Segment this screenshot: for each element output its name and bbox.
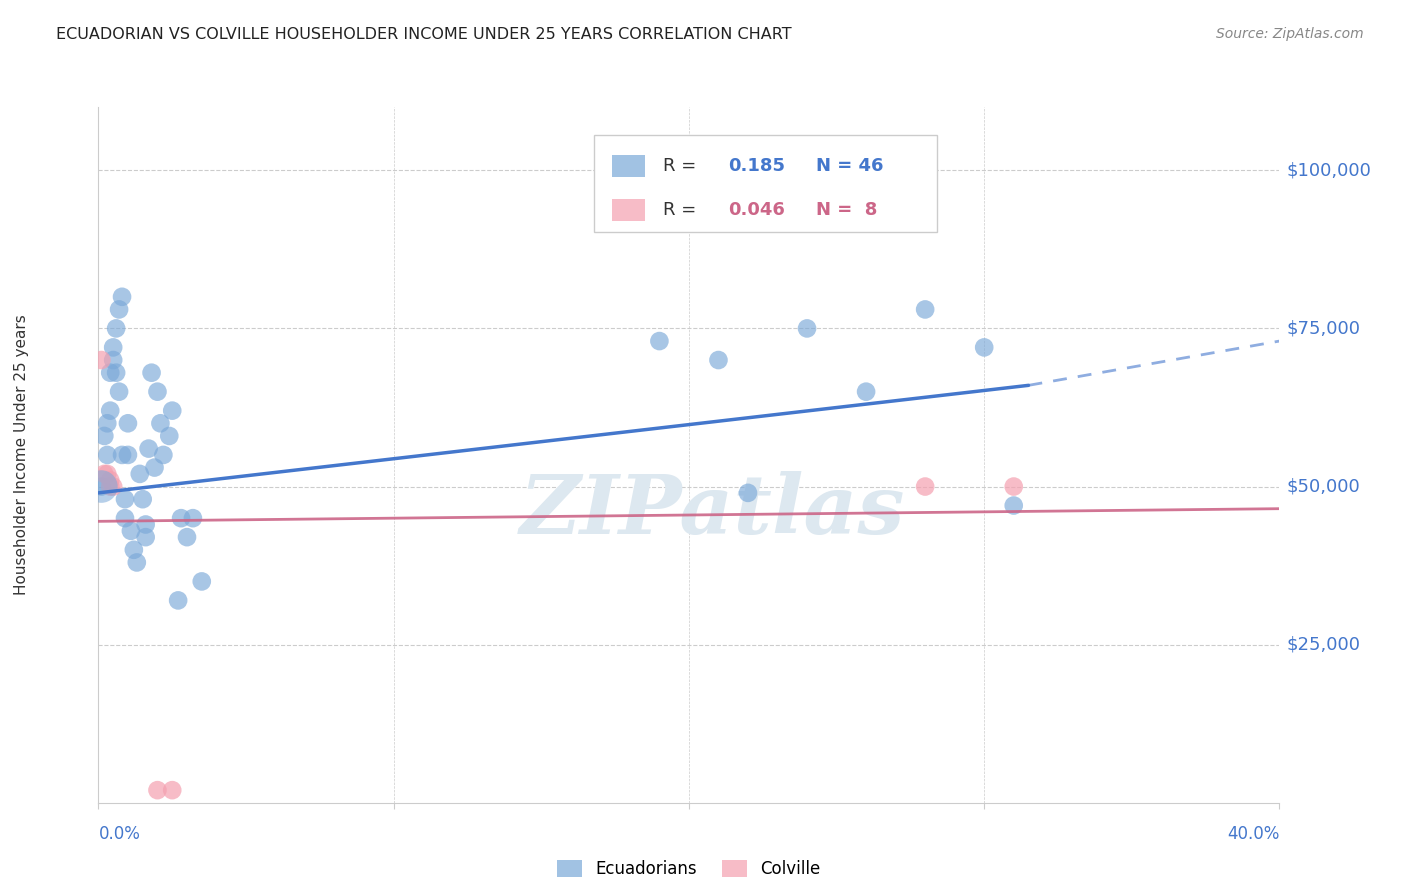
Point (108, 384, 131, 399)
Point (191, 574, 214, 589)
Point (96, 467, 118, 481)
Point (737, 486, 759, 500)
Text: ECUADORIAN VS COLVILLE HOUSEHOLDER INCOME UNDER 25 YEARS CORRELATION CHART: ECUADORIAN VS COLVILLE HOUSEHOLDER INCOM… (56, 27, 792, 42)
Bar (612, 155, 645, 177)
Point (117, 417, 139, 431)
Point (122, 542, 145, 557)
Point (103, 353, 125, 368)
Text: $25,000: $25,000 (1286, 636, 1361, 654)
Point (98, 403, 121, 417)
Point (90, 479, 112, 493)
Point (98, 366, 121, 380)
Text: 40.0%: 40.0% (1227, 825, 1279, 843)
Point (98, 473, 121, 487)
Point (114, 492, 136, 507)
Point (93, 467, 115, 481)
Text: N = 46: N = 46 (817, 157, 884, 175)
Text: R =: R = (664, 157, 702, 175)
Point (707, 353, 730, 368)
Point (181, 511, 204, 525)
Bar (595, 135, 936, 232)
Text: $50,000: $50,000 (1286, 477, 1360, 496)
Point (128, 467, 150, 481)
Point (176, 530, 198, 544)
Text: ZIPatlas: ZIPatlas (520, 471, 905, 550)
Point (135, 517, 157, 532)
Point (93, 429, 115, 443)
Text: 0.0%: 0.0% (98, 825, 141, 843)
Text: $100,000: $100,000 (1286, 161, 1371, 179)
Point (105, 366, 128, 380)
Point (914, 302, 936, 317)
Point (125, 556, 148, 570)
Point (1002, 479, 1025, 493)
Point (149, 417, 172, 431)
Point (108, 302, 131, 317)
Point (114, 511, 136, 525)
Point (170, 511, 193, 525)
Point (855, 384, 877, 399)
Point (162, 783, 183, 797)
Point (135, 530, 157, 544)
Point (796, 321, 818, 335)
Point (141, 366, 163, 380)
Text: Source: ZipAtlas.com: Source: ZipAtlas.com (1216, 27, 1364, 41)
Text: 0.046: 0.046 (728, 201, 785, 219)
Point (132, 492, 155, 507)
Point (973, 340, 995, 354)
Text: N =  8: N = 8 (817, 201, 877, 219)
Point (146, 783, 169, 797)
Bar (612, 199, 645, 220)
Point (117, 448, 139, 462)
Point (1002, 499, 1025, 513)
Point (111, 290, 134, 304)
Point (146, 384, 169, 399)
Point (167, 593, 190, 607)
Point (120, 524, 142, 538)
Point (103, 479, 125, 493)
Point (138, 442, 160, 456)
Point (152, 448, 174, 462)
Text: 0.185: 0.185 (728, 157, 785, 175)
Point (162, 403, 183, 417)
Point (96, 448, 118, 462)
Point (648, 334, 671, 348)
Point (96, 417, 118, 431)
Text: R =: R = (664, 201, 702, 219)
Text: Householder Income Under 25 years: Householder Income Under 25 years (14, 315, 28, 595)
Point (90, 479, 112, 493)
Legend: Ecuadorians, Colville: Ecuadorians, Colville (551, 854, 827, 885)
Point (98, 479, 121, 493)
Point (105, 321, 128, 335)
Point (914, 479, 936, 493)
Point (111, 448, 134, 462)
Point (157, 429, 180, 443)
Point (90, 353, 112, 368)
Text: $75,000: $75,000 (1286, 319, 1361, 337)
Point (143, 460, 166, 475)
Point (103, 340, 125, 354)
